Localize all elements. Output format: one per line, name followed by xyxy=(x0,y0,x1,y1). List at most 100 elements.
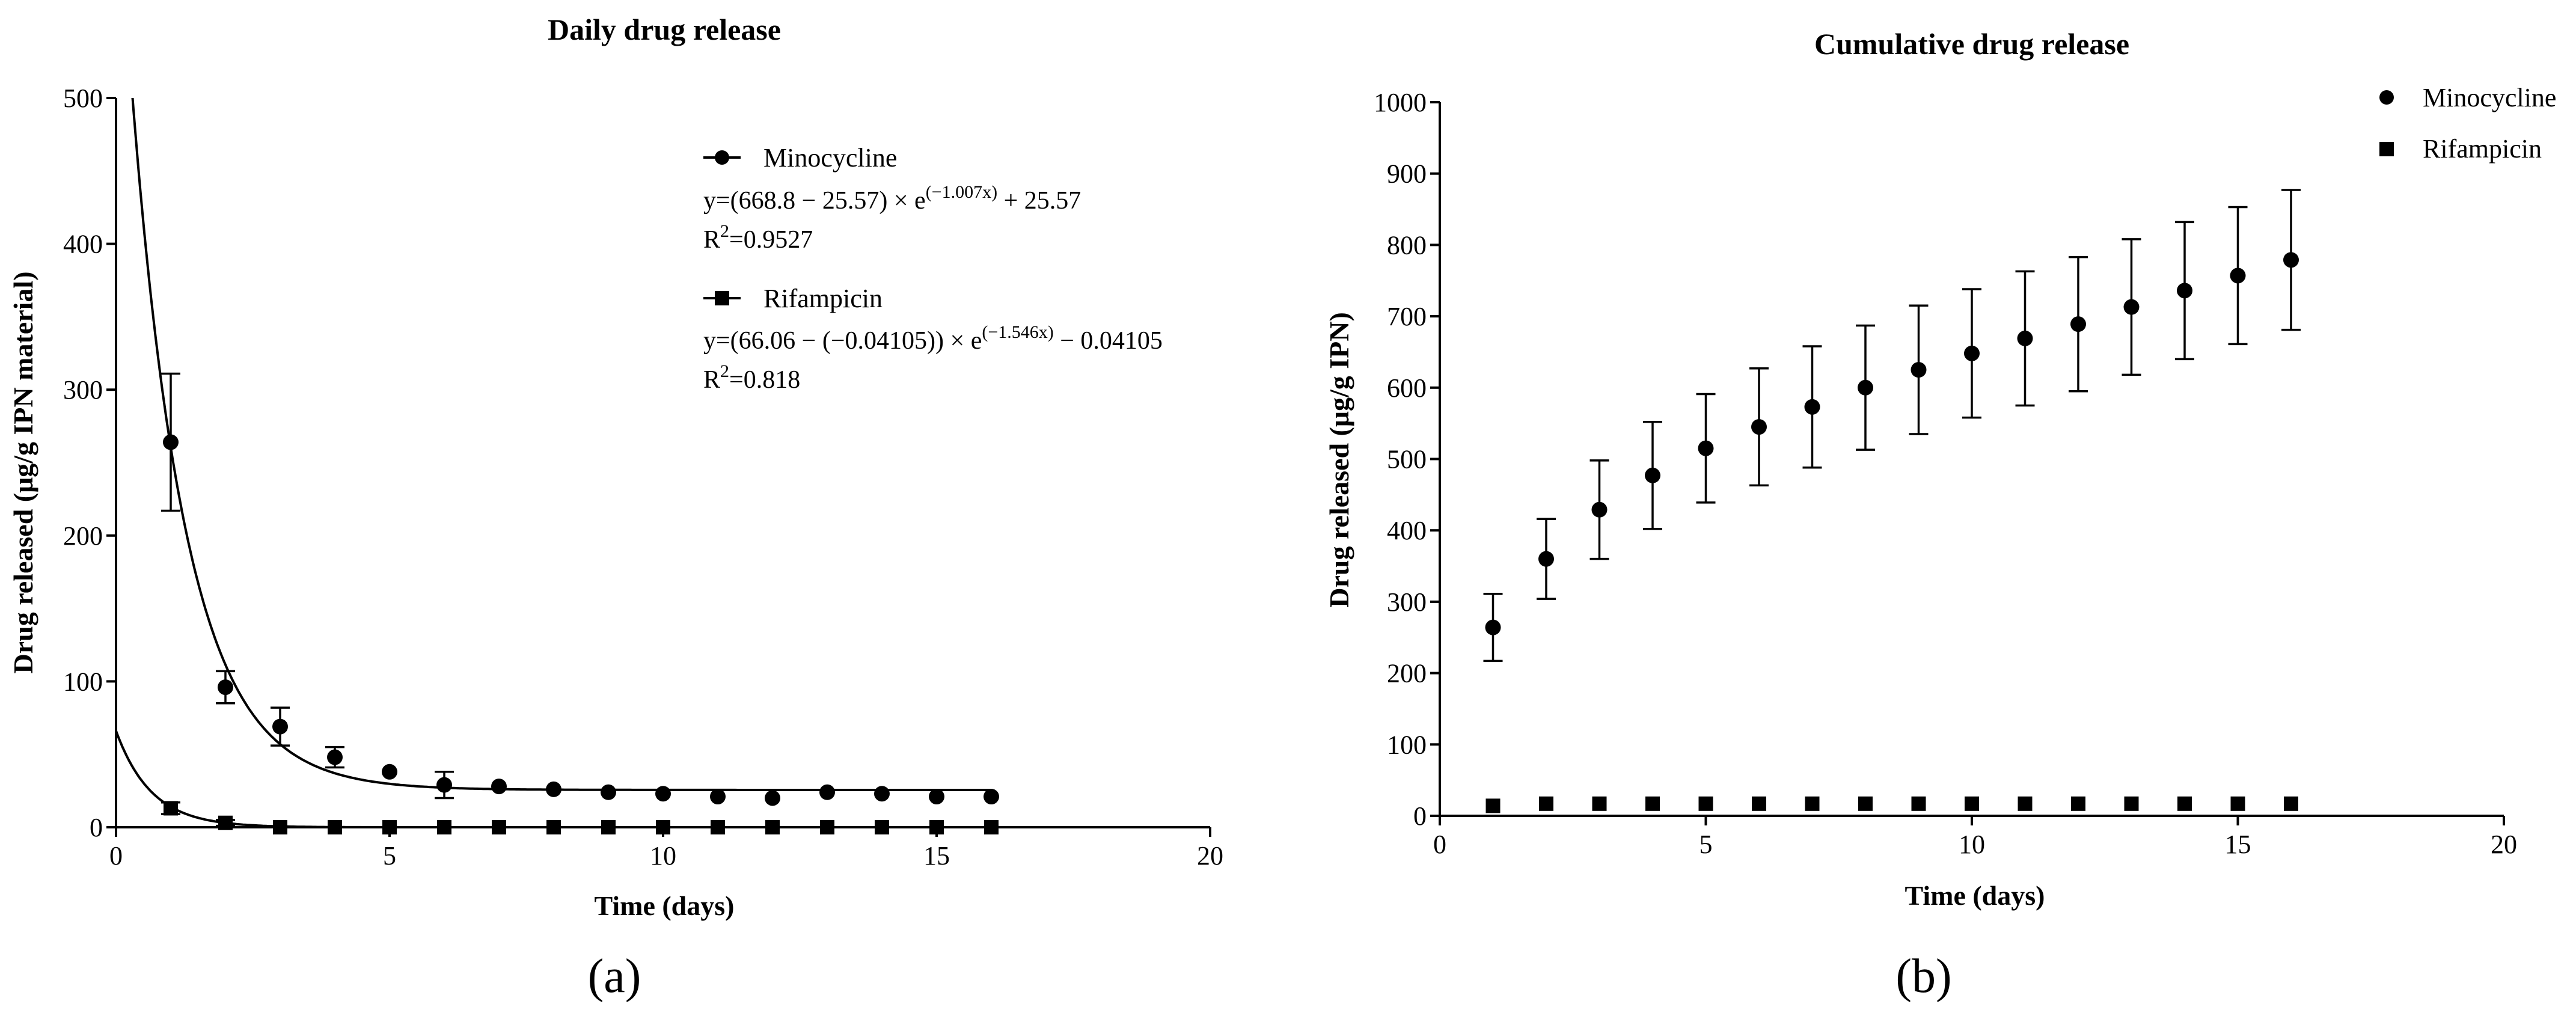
x-tick-label: 20 xyxy=(2491,830,2517,859)
rifampicin-point xyxy=(164,801,178,816)
legend-rifampicin-label: Rifampicin xyxy=(2423,134,2542,164)
chart-a-x-axis-label: Time (days) xyxy=(595,890,735,921)
minocycline-point xyxy=(272,718,288,735)
rifampicin-point xyxy=(1539,796,1553,811)
rifampicin-point xyxy=(1485,798,1501,813)
minocycline-point xyxy=(163,434,179,450)
minocycline-point xyxy=(1804,399,1820,415)
y-tick-label: 500 xyxy=(63,84,103,113)
rifampicin-point xyxy=(492,820,506,834)
y-tick-label: 200 xyxy=(63,521,103,551)
rifampicin-point xyxy=(546,820,561,834)
rifampicin-point xyxy=(765,820,780,834)
chart-a-panel-label: (a) xyxy=(588,950,641,1003)
x-tick-label: 15 xyxy=(923,841,950,871)
y-tick-label: 700 xyxy=(1387,302,1427,331)
minocycline-point xyxy=(2230,268,2246,284)
y-tick-label: 100 xyxy=(63,667,103,696)
y-tick-label: 400 xyxy=(63,230,103,259)
chart-b-panel-label: (b) xyxy=(1895,950,1951,1003)
rifampicin-point xyxy=(273,820,287,834)
minocycline-point xyxy=(2283,252,2299,268)
rifampicin-point xyxy=(2177,796,2192,811)
y-tick-label: 300 xyxy=(1387,587,1427,617)
minocycline-fit-curve xyxy=(131,98,991,791)
rifampicin-point xyxy=(1965,796,1979,811)
minocycline-point xyxy=(765,790,780,806)
y-tick-label: 200 xyxy=(1387,659,1427,688)
legend-rifampicin-label: Rifampicin xyxy=(763,284,883,313)
rifampicin-point xyxy=(218,815,233,830)
rifampicin-fit-equation: y=(66.06 − (−0.04105)) × e(−1.546x) − 0.… xyxy=(703,322,1163,355)
minocycline-point xyxy=(1485,619,1501,635)
rifampicin-fit-curve xyxy=(116,730,991,827)
y-tick-label: 600 xyxy=(1387,373,1427,403)
minocycline-point xyxy=(436,777,452,793)
minocycline-point xyxy=(1964,345,1980,361)
rifampicin-point xyxy=(2071,796,2085,811)
chart-a-legend: Minocycline y=(668.8 − 25.57) × e(−1.007… xyxy=(703,143,1163,394)
x-tick-label: 0 xyxy=(109,841,123,871)
rifampicin-point xyxy=(1698,796,1713,811)
minocycline-point xyxy=(1751,419,1767,435)
x-tick-label: 10 xyxy=(650,841,676,871)
rifampicin-point xyxy=(601,820,616,834)
minocycline-point xyxy=(2123,299,2140,315)
chart-a-title: Daily drug release xyxy=(548,13,781,46)
minocycline-point xyxy=(1538,551,1554,567)
y-tick-label: 0 xyxy=(90,813,103,842)
rifampicin-point xyxy=(1752,796,1766,811)
minocycline-point xyxy=(382,764,397,780)
minocycline-point xyxy=(710,789,726,805)
x-tick-label: 15 xyxy=(2225,830,2251,859)
rifampicin-point xyxy=(2230,796,2245,811)
minocycline-point xyxy=(327,749,343,765)
rifampicin-point xyxy=(2018,796,2033,811)
minocycline-point xyxy=(2177,283,2192,299)
minocycline-point xyxy=(1698,440,1714,456)
legend-rifampicin-marker xyxy=(715,291,729,305)
minocycline-point xyxy=(2017,330,2033,346)
rifampicin-point xyxy=(984,820,999,834)
minocycline-point xyxy=(491,779,507,795)
rifampicin-point xyxy=(328,820,342,834)
minocycline-point xyxy=(984,789,999,805)
y-tick-label: 300 xyxy=(63,375,103,405)
rifampicin-point xyxy=(1858,796,1873,811)
rifampicin-point xyxy=(875,820,889,834)
rifampicin-point xyxy=(1911,796,1926,811)
x-tick-label: 5 xyxy=(1699,830,1713,859)
rifampicin-r2: R2=0.818 xyxy=(703,361,800,394)
y-tick-label: 800 xyxy=(1387,230,1427,260)
daily-release-chart: Daily drug release Time (days) Drug rele… xyxy=(8,13,1223,1003)
legend-minocycline-marker xyxy=(715,150,729,165)
legend-minocycline-label: Minocycline xyxy=(763,143,897,173)
rifampicin-point xyxy=(656,820,670,834)
y-tick-label: 100 xyxy=(1387,730,1427,759)
y-tick-label: 1000 xyxy=(1374,88,1427,117)
minocycline-point xyxy=(546,781,561,797)
legend-rifampicin-marker xyxy=(2379,142,2394,156)
legend-minocycline-label: Minocycline xyxy=(2423,83,2556,112)
minocycline-point xyxy=(1645,467,1660,483)
y-tick-label: 900 xyxy=(1387,159,1427,189)
minocycline-point xyxy=(819,784,835,800)
minocycline-point xyxy=(655,786,671,802)
y-tick-label: 400 xyxy=(1387,516,1427,545)
y-tick-label: 500 xyxy=(1387,445,1427,474)
x-tick-label: 20 xyxy=(1197,841,1223,871)
minocycline-r2: R2=0.9527 xyxy=(703,221,813,254)
rifampicin-point xyxy=(711,820,725,834)
rifampicin-point xyxy=(820,820,834,834)
minocycline-point xyxy=(929,789,944,805)
rifampicin-point xyxy=(2284,796,2298,811)
rifampicin-point xyxy=(1645,796,1660,811)
minocycline-fit-equation: y=(668.8 − 25.57) × e(−1.007x) + 25.57 xyxy=(703,182,1081,215)
chart-b-y-axis-label: Drug released (μg/g IPN) xyxy=(1324,312,1354,608)
y-tick-label: 0 xyxy=(1413,801,1427,831)
minocycline-point xyxy=(2070,316,2086,332)
cumulative-release-chart: Cumulative drug release Time (days) Drug… xyxy=(1324,27,2556,1003)
